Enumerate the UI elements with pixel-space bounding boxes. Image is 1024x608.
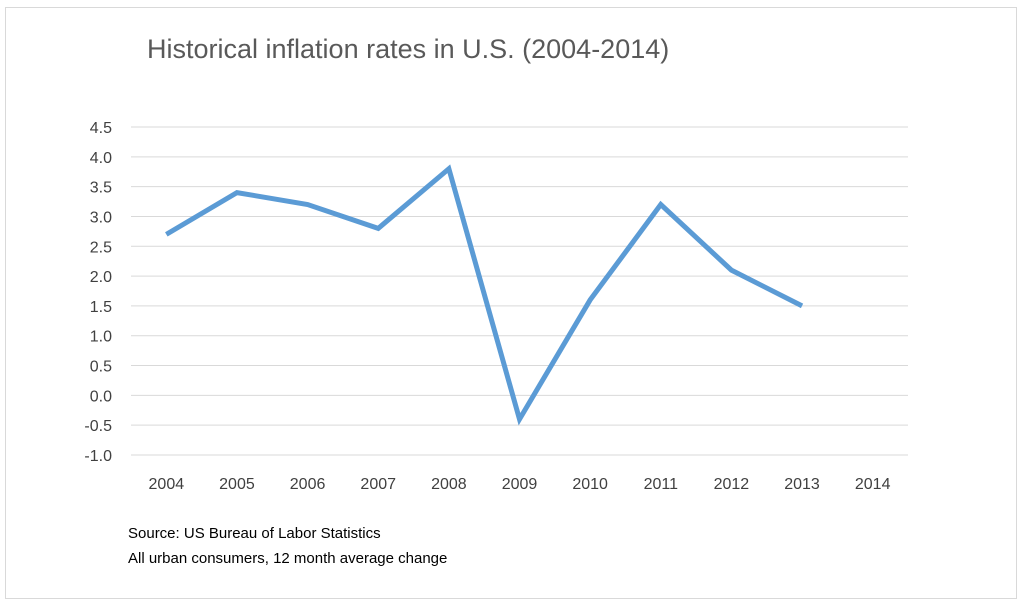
detail-note: All urban consumers, 12 month average ch… bbox=[128, 550, 448, 567]
y-tick-label: 1.0 bbox=[90, 329, 112, 346]
chart-title: Historical inflation rates in U.S. (2004… bbox=[147, 34, 670, 64]
y-tick-label: 0.0 bbox=[90, 388, 112, 405]
x-tick-label: 2004 bbox=[149, 476, 185, 493]
x-tick-label: 2011 bbox=[644, 476, 679, 493]
x-tick-label: 2008 bbox=[431, 476, 467, 493]
x-tick-label: 2010 bbox=[572, 476, 608, 493]
x-tick-label: 2012 bbox=[714, 476, 750, 493]
x-tick-label: 2009 bbox=[502, 476, 538, 493]
y-tick-label: 2.5 bbox=[90, 239, 112, 256]
x-tick-label: 2006 bbox=[290, 476, 326, 493]
y-tick-label: 1.5 bbox=[90, 299, 112, 316]
y-tick-label: 3.0 bbox=[90, 209, 112, 226]
x-tick-label: 2014 bbox=[855, 476, 891, 493]
y-tick-label: -0.5 bbox=[84, 418, 112, 435]
series-line bbox=[165, 164, 804, 426]
y-tick-label: -1.0 bbox=[84, 448, 112, 465]
chart-frame bbox=[5, 7, 1017, 599]
y-tick-label: 2.0 bbox=[90, 269, 112, 286]
y-tick-label: 3.5 bbox=[90, 180, 112, 197]
y-tick-label: 4.0 bbox=[90, 150, 112, 167]
x-tick-label: 2005 bbox=[219, 476, 255, 493]
x-tick-label: 2007 bbox=[360, 476, 396, 493]
source-note: Source: US Bureau of Labor Statistics bbox=[128, 525, 381, 542]
y-tick-label: 4.5 bbox=[90, 120, 112, 137]
y-tick-label: 0.5 bbox=[90, 359, 112, 376]
x-tick-label: 2013 bbox=[784, 476, 820, 493]
